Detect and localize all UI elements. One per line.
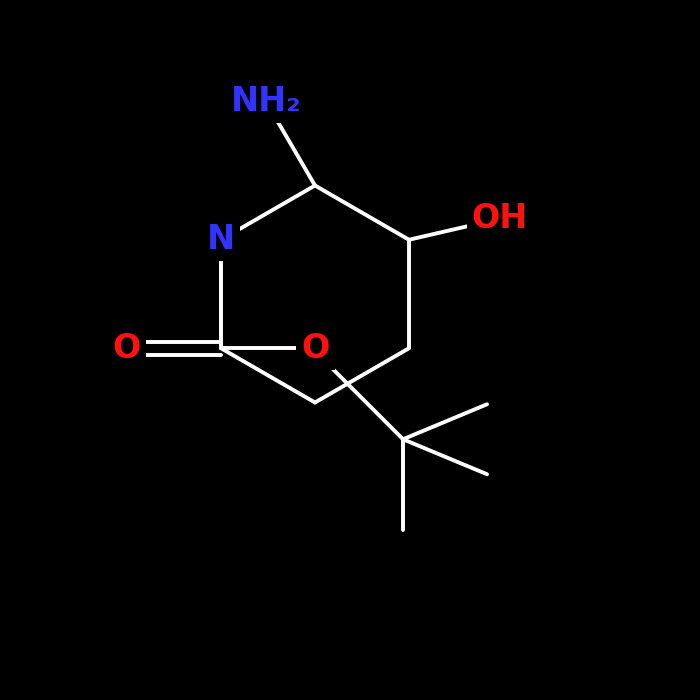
Text: NH₂: NH₂: [230, 85, 302, 118]
Text: O: O: [302, 332, 330, 365]
Text: N: N: [207, 223, 235, 256]
Text: OH: OH: [472, 202, 528, 235]
Text: O: O: [113, 332, 141, 365]
